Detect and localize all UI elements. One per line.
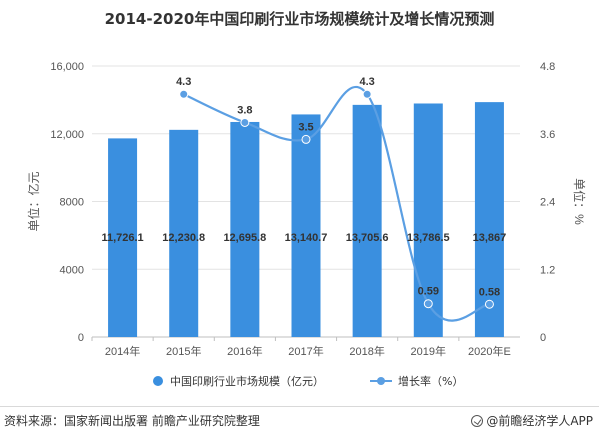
growth-line xyxy=(183,85,490,322)
bar xyxy=(230,121,260,337)
bar xyxy=(352,104,382,338)
x-tick-label: 2018年 xyxy=(349,344,384,358)
legend-line-label: 增长率（%） xyxy=(398,374,463,388)
bar xyxy=(169,129,199,337)
growth-data-label: 3.5 xyxy=(298,121,313,133)
growth-point xyxy=(240,117,250,127)
bar-data-label: 13,867 xyxy=(473,232,507,244)
legend-line-dot xyxy=(377,377,385,385)
bar-data-label: 12,230.8 xyxy=(162,232,205,244)
brand-credit: @前瞻经济学人APP xyxy=(471,412,593,429)
y-tick-label: 8000 xyxy=(60,197,84,209)
y-tick-label: 16,000 xyxy=(50,61,84,73)
legend-bar-marker xyxy=(153,376,163,386)
y-tick-label: 12,000 xyxy=(50,129,84,141)
bar-data-label: 12,695.8 xyxy=(223,232,266,244)
y2-tick-label: 1.2 xyxy=(540,264,555,276)
bar xyxy=(108,138,138,337)
x-tick-label: 2019年 xyxy=(411,344,446,358)
y-tick-label: 4000 xyxy=(60,264,84,276)
legend-bar-label: 中国印刷行业市场规模（亿元） xyxy=(170,374,324,388)
bar xyxy=(291,114,321,338)
y-axis-label: 单位：亿元 xyxy=(26,171,41,231)
y2-tick-label: 3.6 xyxy=(540,129,555,141)
growth-data-label: 0.58 xyxy=(479,286,500,298)
y2-axis-label: 单位：% xyxy=(572,178,587,225)
bar-data-label: 13,786.5 xyxy=(407,232,450,244)
x-tick-label: 2015年 xyxy=(166,344,201,358)
brand-text: @前瞻经济学人APP xyxy=(486,414,593,428)
growth-data-label: 4.3 xyxy=(176,76,191,88)
growth-data-label: 3.8 xyxy=(237,104,252,116)
growth-point xyxy=(362,89,372,99)
bar-data-label: 13,140.7 xyxy=(285,232,328,244)
growth-point xyxy=(301,134,311,144)
growth-point xyxy=(179,89,189,99)
source-note: 资料来源：国家新闻出版署 前瞻产业研究院整理 xyxy=(4,414,260,428)
bar xyxy=(474,102,504,337)
x-tick-label: 2016年 xyxy=(227,344,262,358)
growth-point xyxy=(484,299,494,309)
bar-data-label: 13,705.6 xyxy=(346,232,389,244)
x-tick-label: 2020年E xyxy=(468,344,511,358)
growth-data-label: 4.3 xyxy=(359,76,374,88)
growth-point xyxy=(423,299,433,309)
y2-tick-label: 0 xyxy=(540,332,546,344)
x-tick-label: 2017年 xyxy=(288,344,323,358)
brand-logo-icon xyxy=(471,414,484,427)
footer-divider xyxy=(0,406,599,407)
chart-title: 2014-2020年中国印刷行业市场规模统计及增长情况预测 xyxy=(104,10,495,28)
bar-data-label: 11,726.1 xyxy=(101,232,143,244)
bar xyxy=(413,103,443,338)
x-tick-label: 2014年 xyxy=(105,344,140,358)
growth-data-label: 0.59 xyxy=(418,286,439,298)
y2-tick-label: 4.8 xyxy=(540,61,555,73)
y-tick-label: 0 xyxy=(78,332,84,344)
y2-tick-label: 2.4 xyxy=(540,197,555,209)
